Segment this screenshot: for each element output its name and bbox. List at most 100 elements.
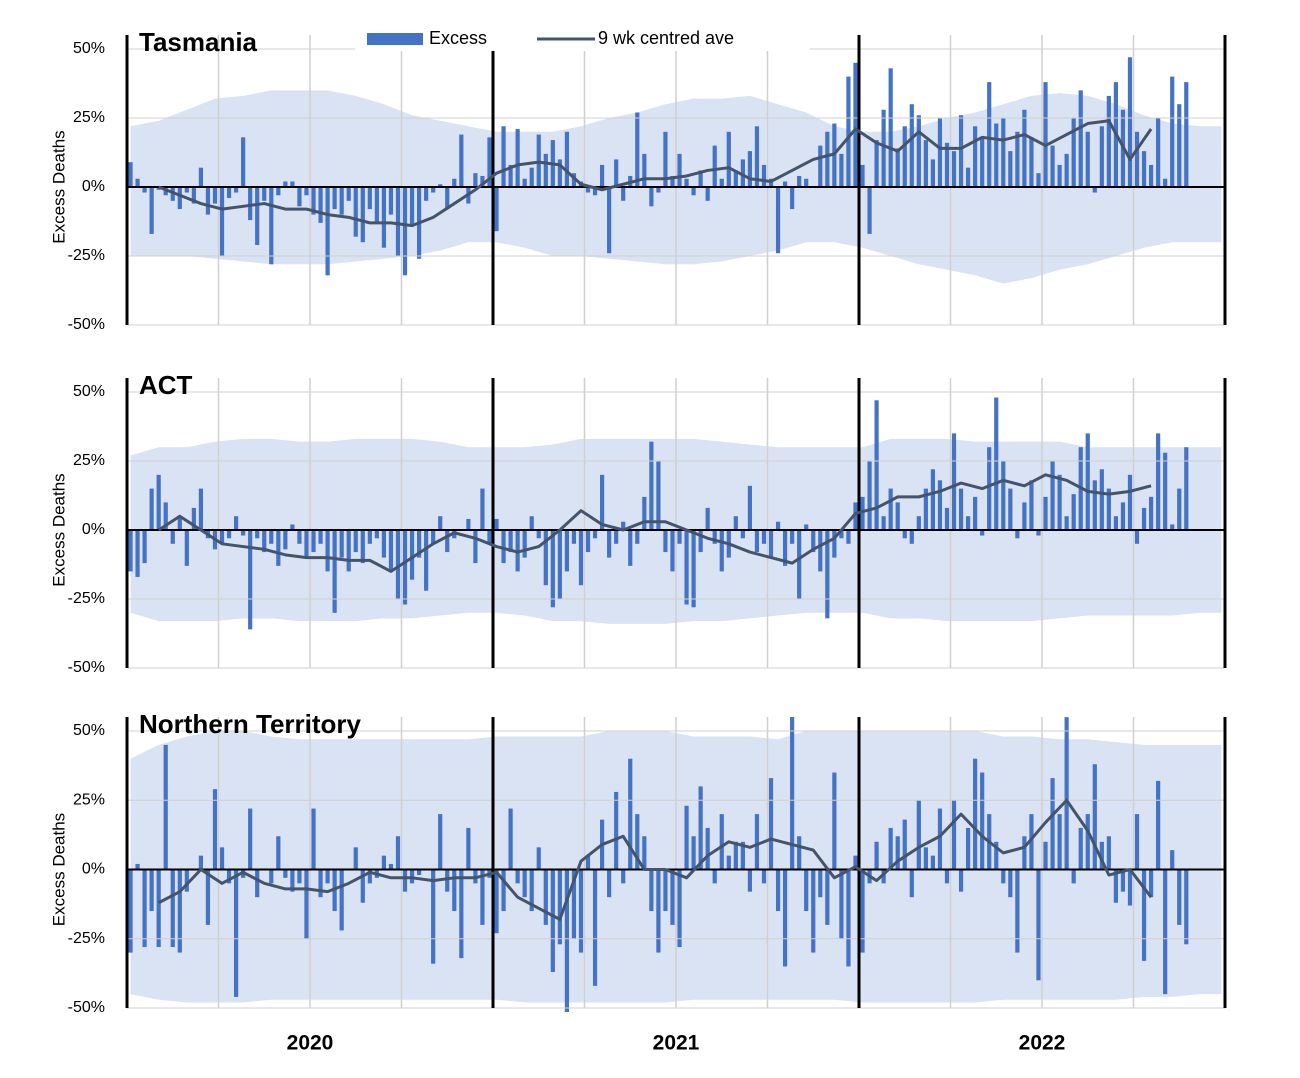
- bar: [353, 847, 358, 870]
- bar: [438, 814, 443, 870]
- bar: [1092, 764, 1097, 870]
- bar: [269, 187, 274, 265]
- bar: [705, 827, 710, 870]
- bar: [951, 800, 957, 870]
- bar: [297, 530, 302, 544]
- bar: [621, 521, 626, 530]
- bar: [1134, 131, 1140, 187]
- bar: [916, 115, 921, 187]
- bar: [360, 187, 365, 243]
- bar: [614, 159, 619, 187]
- bar: [895, 148, 900, 187]
- bar: [318, 869, 323, 898]
- bar: [973, 758, 978, 870]
- bar: [860, 496, 865, 530]
- bar: [1071, 118, 1076, 187]
- bar: [733, 170, 738, 187]
- bar: [1043, 496, 1048, 530]
- bar: [867, 187, 872, 234]
- bar: [677, 530, 682, 544]
- bar: [592, 869, 598, 986]
- bar: [135, 530, 140, 577]
- bar: [733, 516, 738, 530]
- bar: [515, 869, 520, 884]
- y-tick-label: -50%: [68, 659, 105, 676]
- bar: [916, 516, 921, 530]
- bar: [1141, 151, 1147, 187]
- bar: [402, 869, 408, 892]
- bar: [1184, 869, 1189, 945]
- bar: [578, 530, 584, 586]
- bar: [452, 869, 457, 912]
- bar: [1141, 869, 1147, 961]
- bar: [691, 187, 696, 196]
- bar: [142, 530, 147, 564]
- bar: [1127, 57, 1133, 187]
- bar: [951, 151, 957, 187]
- bar: [677, 153, 682, 187]
- bar: [494, 869, 499, 934]
- bar: [719, 178, 724, 187]
- bar: [691, 836, 696, 870]
- bar: [128, 869, 133, 953]
- y-tick-label: 50%: [73, 383, 105, 400]
- y-tick-label: 0%: [82, 178, 105, 195]
- bar: [459, 869, 464, 959]
- bar: [761, 530, 767, 544]
- bar: [142, 187, 147, 193]
- bar: [1170, 524, 1175, 530]
- average-line: [158, 119, 1153, 228]
- bar: [367, 869, 372, 884]
- bar: [487, 137, 492, 187]
- bar: [522, 869, 527, 898]
- bar: [1099, 841, 1104, 870]
- bar: [248, 530, 253, 630]
- bar: [930, 469, 936, 530]
- bar: [128, 162, 133, 187]
- bar: [846, 76, 851, 187]
- bar: [958, 488, 964, 530]
- bar: [1120, 869, 1126, 892]
- bar: [381, 530, 387, 558]
- bar: [691, 530, 696, 608]
- bar: [712, 530, 717, 544]
- bar: [205, 869, 211, 925]
- bar: [888, 68, 893, 187]
- bar: [937, 118, 943, 187]
- bar: [1029, 137, 1034, 187]
- bar: [951, 433, 957, 530]
- bar: [839, 530, 844, 539]
- bar: [888, 827, 893, 870]
- bar: [304, 187, 309, 196]
- y-tick-label: 25%: [73, 452, 105, 469]
- bar: [508, 808, 513, 870]
- y-tick-label: -25%: [68, 590, 105, 607]
- bar: [290, 869, 295, 892]
- bar: [346, 187, 351, 201]
- bar: [1085, 131, 1090, 187]
- bar: [149, 187, 154, 234]
- bar: [388, 863, 394, 870]
- bar: [1043, 82, 1048, 187]
- bar: [438, 516, 443, 530]
- bar: [790, 717, 795, 870]
- bar: [775, 187, 781, 254]
- bar: [381, 187, 387, 248]
- bar: [564, 530, 570, 572]
- bar: [761, 869, 767, 884]
- bar: [388, 187, 394, 215]
- bar: [733, 841, 738, 870]
- bar: [649, 869, 654, 912]
- bar: [1001, 461, 1006, 530]
- bar: [635, 814, 640, 870]
- bar: [304, 869, 309, 939]
- bar: [177, 869, 182, 953]
- bar: [881, 109, 886, 187]
- bar: [248, 187, 253, 221]
- bar: [276, 836, 281, 870]
- bar: [191, 507, 196, 530]
- bar: [402, 530, 408, 605]
- y-tick-label: 25%: [73, 109, 105, 126]
- bar: [424, 530, 429, 591]
- bar: [1156, 118, 1161, 187]
